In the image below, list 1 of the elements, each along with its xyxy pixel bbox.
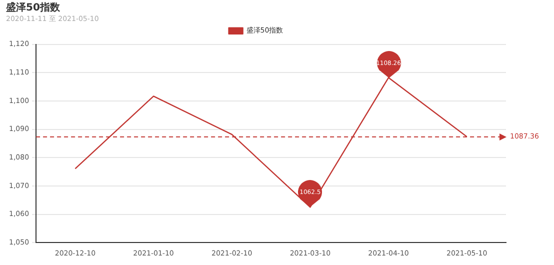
chart-title: 盛泽50指数 xyxy=(5,2,61,14)
